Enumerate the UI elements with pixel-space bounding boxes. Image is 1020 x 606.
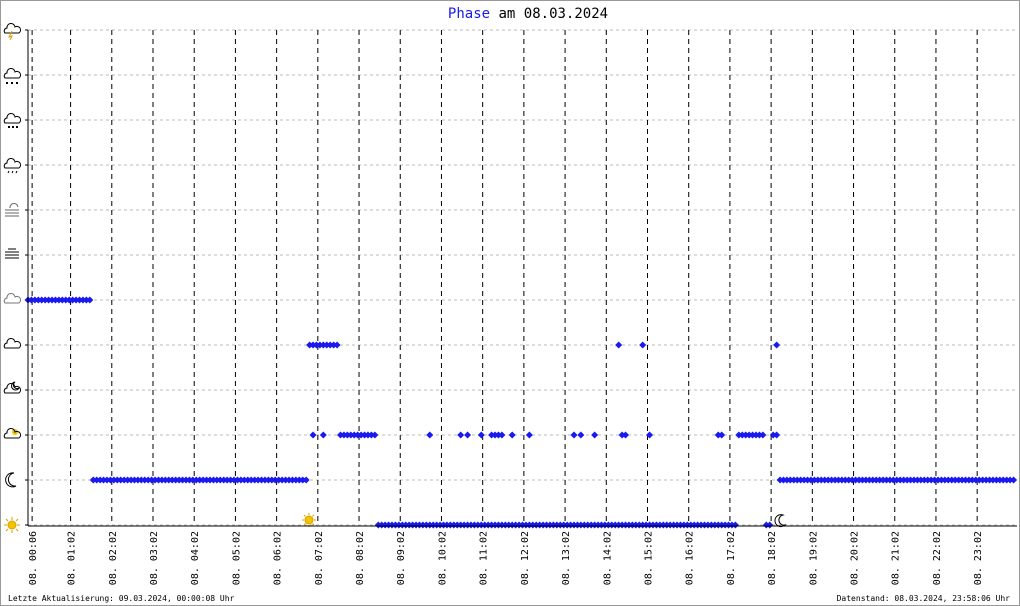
x-tick-label: 08. 15:02 bbox=[643, 531, 654, 585]
x-tick-label: 08. 05:02 bbox=[231, 531, 242, 585]
point bbox=[309, 431, 317, 439]
y-tick-icon bbox=[5, 472, 17, 488]
x-tick-label: 08. 16:02 bbox=[685, 531, 696, 585]
cloud bbox=[3, 23, 22, 34]
cloud bbox=[3, 293, 22, 304]
point bbox=[570, 431, 578, 439]
x-tick-label: 08. 19:02 bbox=[808, 531, 819, 585]
y-tick-icon bbox=[5, 203, 19, 217]
x-tick-label: 08. 03:02 bbox=[149, 531, 160, 585]
x-tick-label: 08. 08:02 bbox=[355, 531, 366, 585]
point bbox=[426, 431, 434, 439]
x-tick-label: 08. 22:02 bbox=[932, 531, 943, 585]
y-tick-icon bbox=[3, 381, 22, 394]
lightning bbox=[8, 30, 13, 41]
y-icons bbox=[3, 23, 22, 533]
x-tick-label: 08. 17:02 bbox=[726, 531, 737, 585]
x-tick-label: 08. 04:02 bbox=[190, 531, 201, 585]
point bbox=[1010, 476, 1018, 484]
x-tick-label: 08. 01:02 bbox=[67, 531, 78, 585]
y-tick-icon bbox=[3, 113, 22, 128]
marks bbox=[24, 296, 1018, 529]
x-tick-label: 08. 12:02 bbox=[520, 531, 531, 585]
x-tick-label: 08. 13:02 bbox=[561, 531, 572, 585]
point bbox=[86, 296, 94, 304]
point bbox=[766, 521, 774, 529]
grid: 08. 00:06 08. 01:02 08. 02:02 08. 03:02 08. … bbox=[25, 29, 1017, 585]
point bbox=[508, 431, 516, 439]
x-tick-label: 08. 00:06 bbox=[28, 531, 39, 585]
point bbox=[498, 431, 506, 439]
point bbox=[646, 431, 654, 439]
sunrise-icon bbox=[302, 513, 316, 527]
cloud bbox=[3, 383, 22, 394]
cloud bbox=[3, 158, 22, 169]
point bbox=[615, 341, 623, 349]
rain bbox=[7, 170, 18, 174]
point bbox=[333, 341, 341, 349]
y-tick-icon bbox=[3, 23, 22, 41]
point bbox=[773, 341, 781, 349]
y-tick-icon bbox=[3, 428, 22, 439]
cloud bbox=[3, 338, 22, 349]
moon bbox=[5, 472, 17, 488]
y-tick-icon bbox=[4, 517, 20, 533]
y-tick-icon bbox=[3, 158, 22, 174]
footer-left: Letzte Aktualisierung: 09.03.2024, 00:00… bbox=[8, 594, 235, 603]
point bbox=[718, 431, 726, 439]
cloud bbox=[3, 113, 22, 124]
x-tick-label: 08. 14:02 bbox=[602, 531, 613, 585]
point bbox=[371, 431, 379, 439]
x-tick-label: 08. 02:02 bbox=[108, 531, 119, 585]
point bbox=[302, 476, 310, 484]
x-tick-label: 08. 20:02 bbox=[850, 531, 861, 585]
x-tick-label: 08. 10:02 bbox=[437, 531, 448, 585]
point bbox=[731, 521, 739, 529]
point bbox=[525, 431, 533, 439]
title-date: am 08.03.2024 bbox=[499, 6, 609, 22]
x-tick-label: 08. 06:02 bbox=[273, 531, 284, 585]
x-tick-label: 08. 21:02 bbox=[891, 531, 902, 585]
point bbox=[639, 341, 647, 349]
point bbox=[591, 431, 599, 439]
title-series: Phase bbox=[448, 6, 490, 22]
point bbox=[477, 431, 485, 439]
point bbox=[464, 431, 472, 439]
point bbox=[319, 431, 327, 439]
point bbox=[759, 431, 767, 439]
fog bbox=[5, 248, 19, 259]
cloud bbox=[9, 203, 19, 209]
y-tick-icon bbox=[3, 293, 22, 304]
point bbox=[577, 431, 585, 439]
cloud bbox=[3, 68, 22, 79]
x-tick-label: 08. 18:02 bbox=[767, 531, 778, 585]
y-tick-icon bbox=[5, 248, 19, 259]
point bbox=[622, 431, 630, 439]
x-tick-label: 08. 09:02 bbox=[396, 531, 407, 585]
point bbox=[457, 431, 465, 439]
sun-rays bbox=[4, 517, 20, 533]
y-tick-icon bbox=[3, 338, 22, 349]
y-tick-icon bbox=[3, 68, 22, 84]
moon bbox=[11, 381, 20, 391]
sun bbox=[7, 520, 17, 530]
footer-right: Datenstand: 08.03.2024, 23:58:06 Uhr bbox=[837, 594, 1011, 603]
point bbox=[773, 431, 781, 439]
x-tick-label: 08. 07:02 bbox=[314, 531, 325, 585]
cloud bbox=[3, 428, 22, 439]
fog bbox=[5, 209, 19, 217]
x-tick-label: 08. 11:02 bbox=[479, 531, 490, 585]
x-tick-label: 08. 23:02 bbox=[973, 531, 984, 585]
chart-title: Phase am 08.03.2024 bbox=[448, 6, 608, 22]
